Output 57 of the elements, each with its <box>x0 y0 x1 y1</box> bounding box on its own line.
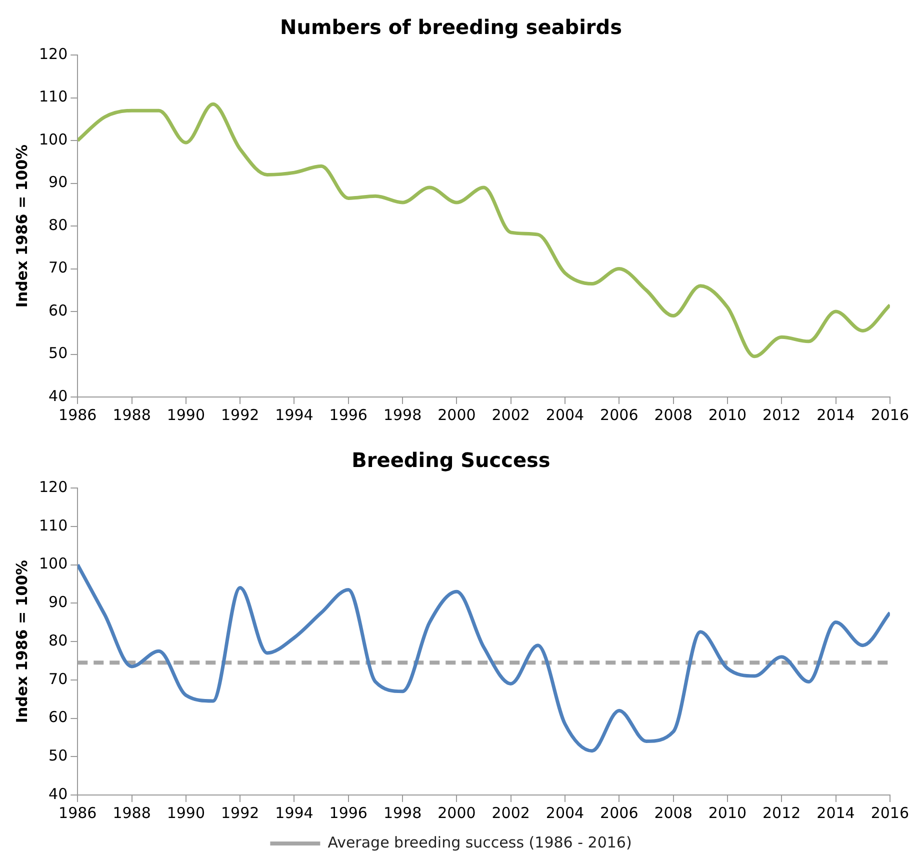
x-tick-label: 1986 <box>58 804 97 822</box>
x-tick-label: 2000 <box>438 804 476 822</box>
x-tick-label: 1996 <box>329 406 368 424</box>
chart-title: Numbers of breeding seabirds <box>280 15 622 40</box>
y-tick-label: 60 <box>48 708 68 726</box>
x-tick-label: 1990 <box>166 406 206 424</box>
x-tick-label: 2014 <box>816 406 855 424</box>
x-tick-label: 1990 <box>166 804 206 822</box>
x-tick-label: 1996 <box>329 804 368 822</box>
y-tick-label: 50 <box>48 746 68 765</box>
y-tick-label: 40 <box>48 784 68 803</box>
y-tick-label: 100 <box>38 130 68 148</box>
line-series <box>78 563 890 753</box>
y-tick-label: 120 <box>38 478 68 496</box>
x-tick-label: 1994 <box>275 406 314 424</box>
x-tick-label: 2010 <box>708 804 747 822</box>
y-tick-label: 40 <box>48 386 68 405</box>
x-tick-label: 2000 <box>438 406 476 424</box>
y-tick-label: 100 <box>38 554 68 573</box>
y-tick-label: 110 <box>38 88 68 106</box>
x-tick-label: 1998 <box>383 406 422 424</box>
x-tick-label: 2016 <box>870 406 910 424</box>
x-tick-label: 2004 <box>546 804 584 822</box>
y-tick-label: 70 <box>48 670 68 688</box>
x-tick-label: 2010 <box>708 406 747 424</box>
x-tick-label: 1994 <box>275 804 314 822</box>
x-tick-label: 2002 <box>492 406 530 424</box>
y-tick-label: 80 <box>48 216 68 234</box>
x-tick-label: 2002 <box>492 804 530 822</box>
x-tick-label: 2016 <box>870 804 910 822</box>
y-tick-label: 90 <box>48 593 68 612</box>
x-tick-label: 1998 <box>383 804 422 822</box>
y-tick-label: 50 <box>48 344 68 362</box>
line-series <box>78 102 890 358</box>
x-tick-label: 2008 <box>654 406 692 424</box>
x-tick-label: 2014 <box>816 804 855 822</box>
y-tick-label: 90 <box>48 173 68 192</box>
x-tick-label: 1992 <box>220 406 260 424</box>
y-tick-label: 70 <box>48 258 68 277</box>
x-tick-label: 1988 <box>112 406 151 424</box>
y-tick-label: 80 <box>48 631 68 650</box>
y-tick-label: 120 <box>38 44 68 63</box>
x-tick-label: 2006 <box>600 804 638 822</box>
x-tick-label: 2012 <box>762 804 801 822</box>
x-tick-label: 2004 <box>546 406 584 424</box>
x-tick-label: 2012 <box>762 406 801 424</box>
x-tick-label: 2008 <box>654 804 692 822</box>
x-tick-label: 1988 <box>112 804 151 822</box>
chart-title: Breeding Success <box>352 448 550 472</box>
y-axis-title: Index 1986 = 100% <box>12 144 31 308</box>
y-tick-label: 110 <box>38 516 68 534</box>
x-tick-label: 2006 <box>600 406 638 424</box>
x-tick-label: 1992 <box>220 804 260 822</box>
legend-label: Average breeding success (1986 - 2016) <box>328 833 632 852</box>
x-tick-label: 1986 <box>58 406 97 424</box>
y-axis-title: Index 1986 = 100% <box>12 560 31 724</box>
y-tick-label: 60 <box>48 301 68 320</box>
